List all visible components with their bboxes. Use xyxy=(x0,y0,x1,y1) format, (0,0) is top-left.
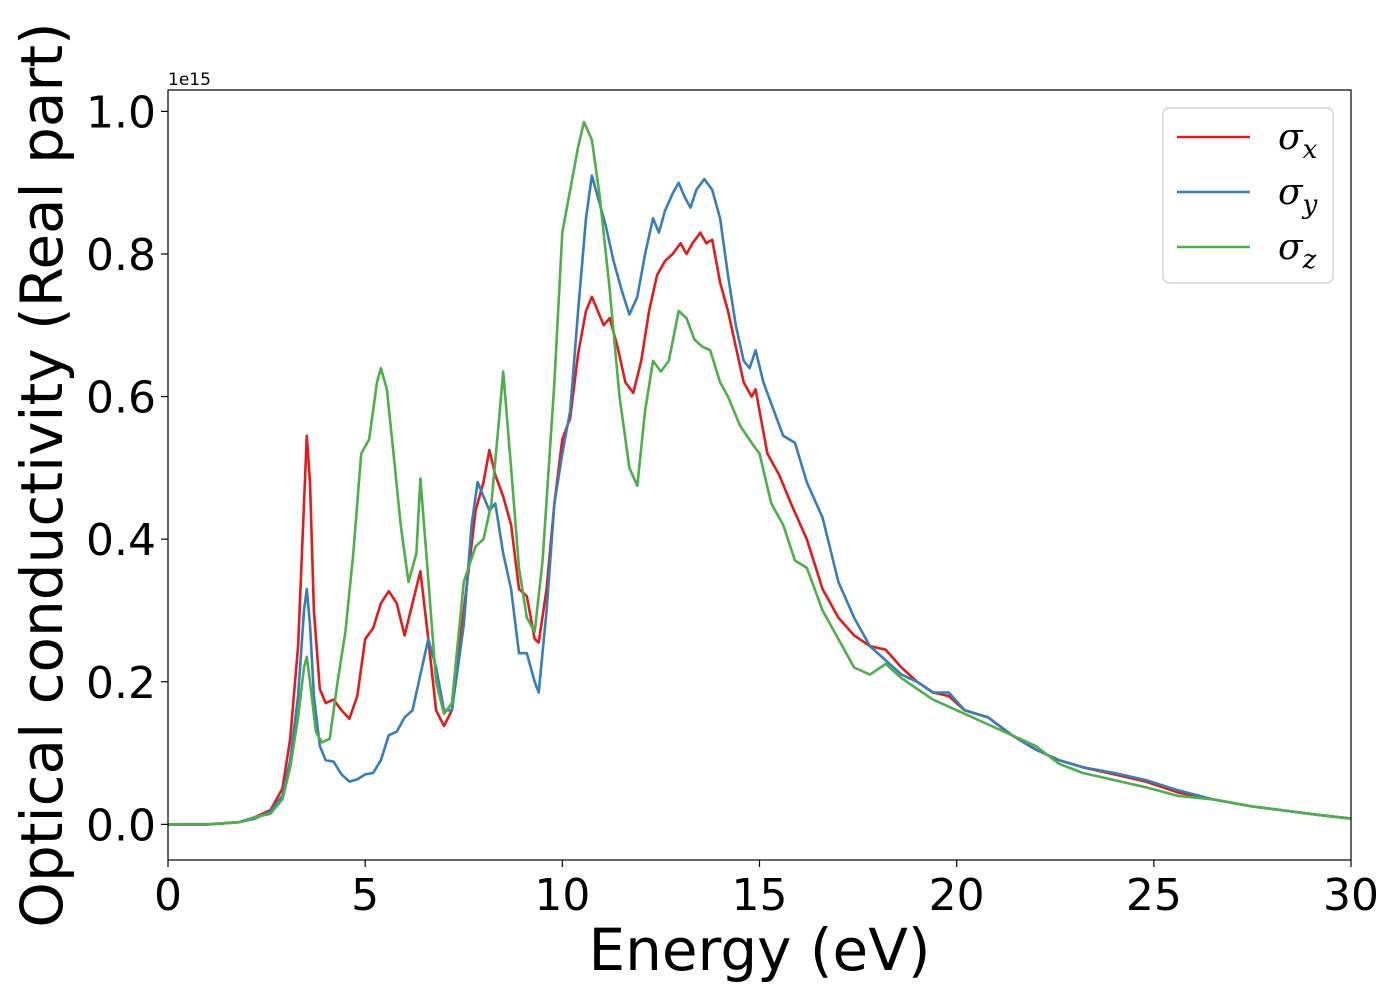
y-tick-label: 0.0 xyxy=(86,800,156,851)
y-offset-label: 1e15 xyxy=(168,70,211,90)
x-tick-label: 10 xyxy=(534,870,590,921)
y-tick-label: 0.2 xyxy=(86,658,156,709)
y-tick-label: 0.8 xyxy=(86,230,156,281)
y-tick-label: 0.6 xyxy=(86,373,156,424)
y-axis-ticks: 0.0 0.2 0.4 0.6 0.8 1.0 xyxy=(86,87,168,851)
legend-box xyxy=(1162,107,1334,284)
series-layer xyxy=(168,120,1352,826)
x-tick-label: 5 xyxy=(351,870,379,921)
x-tick-label: 15 xyxy=(732,870,788,921)
series-line-x xyxy=(168,231,1352,826)
y-axis-title: Optical conductivity (Real part) xyxy=(8,22,76,927)
x-axis-ticks: 0 5 10 15 20 25 30 xyxy=(154,860,1379,921)
x-tick-label: 20 xyxy=(929,870,985,921)
x-tick-label: 0 xyxy=(154,870,182,921)
x-tick-label: 25 xyxy=(1126,870,1182,921)
series-line-z xyxy=(168,120,1352,826)
x-axis-title: Energy (eV) xyxy=(588,916,930,984)
x-tick-label: 30 xyxy=(1323,870,1379,921)
y-tick-label: 0.4 xyxy=(86,515,156,566)
y-tick-label: 1.0 xyxy=(86,87,156,138)
